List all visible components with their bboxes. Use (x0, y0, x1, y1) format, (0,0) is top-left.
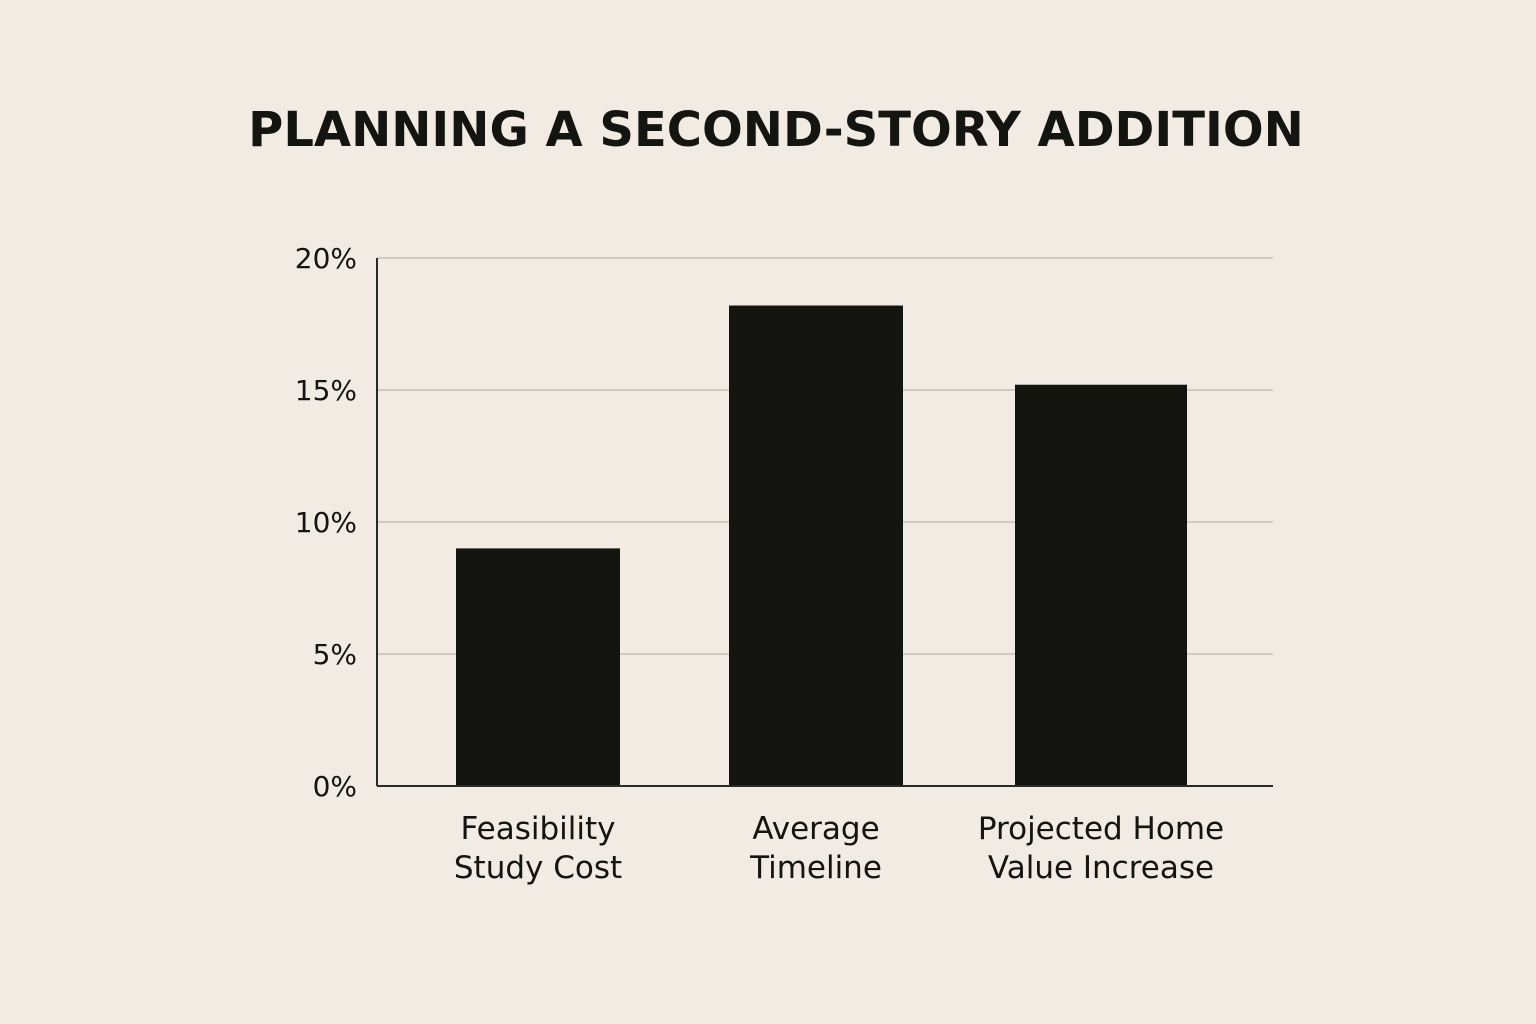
bar (1015, 384, 1187, 786)
y-tick-label: 10% (295, 506, 357, 539)
x-tick-label: Projected Home (978, 811, 1224, 847)
x-tick-label: Feasibility (461, 811, 616, 847)
y-tick-label: 20% (295, 242, 357, 275)
bar (729, 305, 903, 786)
y-tick-label: 5% (313, 638, 357, 671)
y-tick-label: 15% (295, 374, 357, 407)
axes (376, 258, 1273, 787)
x-tick-label: Study Cost (454, 850, 622, 886)
x-tick-label: Timeline (749, 850, 882, 886)
bar (456, 548, 620, 786)
y-tick-labels: 0% 5% 10% 15% 20% (295, 242, 357, 803)
chart-title: PLANNING A SECOND-STORY ADDITION (248, 102, 1304, 158)
x-tick-label: Value Increase (988, 850, 1214, 886)
x-tick-label: Average (752, 811, 879, 847)
y-tick-label: 0% (313, 770, 357, 803)
bars (456, 305, 1187, 786)
